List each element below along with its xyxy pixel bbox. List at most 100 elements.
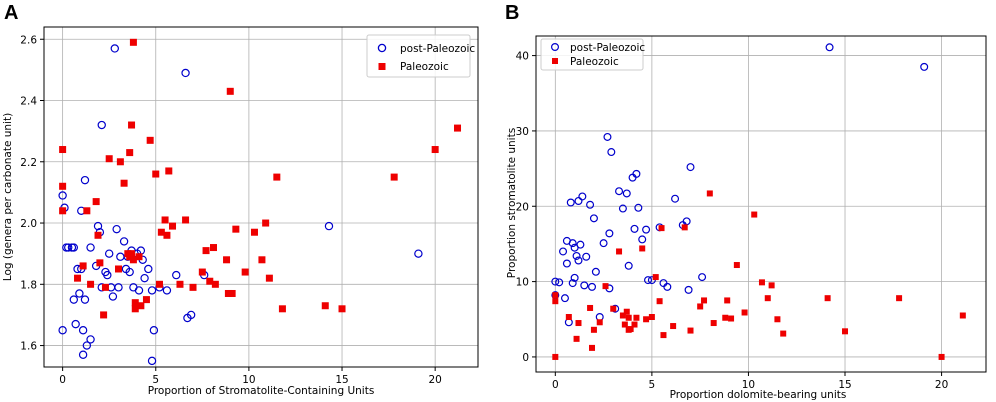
- data-point-paleozoic-a: [250, 228, 258, 236]
- y-tick-label-a: 2.4: [20, 96, 37, 108]
- legend-label-paleozoic-b: Paleozoic: [570, 56, 619, 68]
- data-point-paleozoic-a: [79, 262, 87, 270]
- data-point-post-paleozoic-b: [632, 169, 641, 178]
- data-point-paleozoic-a: [59, 207, 67, 215]
- data-point-paleozoic-a: [169, 222, 177, 230]
- y-axis-ticks-b: 0 10 20 30 40: [516, 51, 536, 364]
- data-point-post-paleozoic-b: [570, 273, 579, 282]
- data-point-paleozoic-b: [741, 309, 748, 316]
- data-point-paleozoic-a: [189, 283, 197, 291]
- legend-marker-post-paleozoic-a: [377, 43, 387, 53]
- data-point-paleozoic-a: [262, 219, 270, 227]
- y-tick-label-b: 30: [516, 126, 529, 138]
- data-point-post-paleozoic-a: [71, 319, 80, 329]
- data-point-paleozoic-b: [824, 295, 831, 302]
- data-point-paleozoic-a: [211, 280, 219, 288]
- data-point-paleozoic-a: [128, 250, 136, 258]
- data-point-paleozoic-b: [938, 353, 945, 360]
- data-point-paleozoic-a: [135, 253, 143, 261]
- legend-box-a: [366, 34, 471, 78]
- data-point-paleozoic-b: [552, 353, 559, 360]
- data-point-paleozoic-a: [94, 231, 102, 239]
- data-point-paleozoic-b: [774, 316, 781, 323]
- data-point-post-paleozoic-a: [110, 44, 119, 53]
- panel-a: A 0 5 10 15 20 1.6 1.8 2.0 2.2 2.4 2.6 Proportion…: [2, 2, 479, 397]
- data-point-paleozoic-b: [842, 328, 849, 335]
- data-point-paleozoic-b: [633, 314, 640, 321]
- data-point-paleozoic-b: [959, 312, 966, 319]
- data-point-paleozoic-b: [706, 190, 713, 197]
- data-point-paleozoic-b: [627, 326, 634, 333]
- legend-marker-paleozoic-a: [378, 63, 386, 70]
- data-point-post-paleozoic-b: [605, 229, 614, 238]
- data-point-paleozoic-b: [565, 314, 572, 321]
- data-point-paleozoic-b: [656, 298, 663, 305]
- data-point-post-paleozoic-a: [147, 356, 157, 366]
- y-tick-label-a: 1.8: [20, 279, 37, 291]
- legend-label-paleozoic-a: Paleozoic: [400, 61, 449, 73]
- x-axis-label-a: Proportion of Stromatolite-Containing Un…: [148, 385, 375, 397]
- data-point-paleozoic-a: [258, 256, 266, 264]
- data-point-paleozoic-b: [724, 297, 731, 304]
- data-point-paleozoic-a: [92, 198, 100, 206]
- data-point-paleozoic-b: [652, 274, 659, 281]
- data-point-post-paleozoic-b: [618, 204, 627, 213]
- data-point-post-paleozoic-a: [82, 341, 92, 350]
- x-axis-ticks-a: 0 5 10 15 20: [59, 367, 442, 386]
- data-point-paleozoic-b: [625, 314, 632, 321]
- data-point-post-paleozoic-a: [93, 221, 103, 231]
- data-point-paleozoic-a: [152, 170, 160, 178]
- data-point-post-paleozoic-b: [566, 198, 575, 207]
- data-point-post-paleozoic-a: [125, 267, 134, 277]
- data-point-post-paleozoic-b: [574, 196, 583, 205]
- data-point-paleozoic-a: [390, 173, 398, 181]
- x-tick-label-b: 15: [838, 379, 851, 391]
- data-point-post-paleozoic-a: [144, 264, 153, 274]
- data-point-paleozoic-b: [621, 321, 628, 328]
- data-point-paleozoic-b: [780, 330, 787, 337]
- legend-marker-post-paleozoic-b: [550, 42, 559, 51]
- data-point-post-paleozoic-a: [80, 175, 90, 185]
- x-tick-label-b: 5: [649, 379, 656, 391]
- data-point-paleozoic-a: [105, 155, 113, 163]
- data-point-post-paleozoic-a: [414, 249, 423, 258]
- data-point-post-paleozoic-a: [181, 68, 190, 78]
- data-point-paleozoic-b: [575, 320, 582, 327]
- data-point-paleozoic-a: [161, 216, 169, 224]
- data-point-paleozoic-b: [643, 316, 650, 323]
- y-tick-label-a: 2.2: [20, 157, 37, 169]
- data-point-post-paleozoic-a: [134, 286, 144, 295]
- data-point-post-paleozoic-b: [580, 281, 589, 290]
- y-tick-label-b: 40: [516, 51, 529, 63]
- y-tick-label-a: 1.6: [20, 341, 37, 353]
- data-point-paleozoic-a: [59, 146, 67, 154]
- plot-frame-a: [43, 26, 479, 368]
- y-tick-label-b: 10: [516, 277, 529, 289]
- data-point-post-paleozoic-a: [149, 326, 159, 335]
- data-point-post-paleozoic-a: [75, 289, 84, 298]
- x-tick-label-a: 20: [428, 374, 441, 386]
- data-point-paleozoic-b: [648, 314, 655, 321]
- data-point-post-paleozoic-b: [551, 277, 560, 286]
- data-point-post-paleozoic-b: [659, 279, 668, 288]
- data-point-paleozoic-b: [681, 224, 688, 231]
- data-point-post-paleozoic-b: [644, 276, 653, 285]
- data-point-paleozoic-a: [454, 124, 462, 132]
- data-point-paleozoic-a: [228, 289, 236, 297]
- data-point-post-paleozoic-b: [562, 259, 571, 268]
- data-point-post-paleozoic-a: [172, 270, 181, 280]
- data-point-post-paleozoic-b: [555, 278, 564, 287]
- data-point-paleozoic-a: [241, 268, 249, 276]
- data-point-post-paleozoic-a: [78, 326, 88, 335]
- data-point-paleozoic-a: [146, 136, 154, 144]
- data-point-paleozoic-a: [101, 283, 109, 291]
- data-point-post-paleozoic-a: [104, 249, 114, 258]
- y-tick-label-b: 20: [516, 201, 529, 213]
- data-point-post-paleozoic-a: [58, 326, 67, 335]
- data-point-post-paleozoic-a: [78, 350, 88, 359]
- data-point-paleozoic-a: [126, 149, 134, 157]
- data-point-paleozoic-b: [697, 303, 704, 310]
- data-point-paleozoic-a: [176, 280, 184, 288]
- data-point-paleozoic-a: [115, 265, 123, 273]
